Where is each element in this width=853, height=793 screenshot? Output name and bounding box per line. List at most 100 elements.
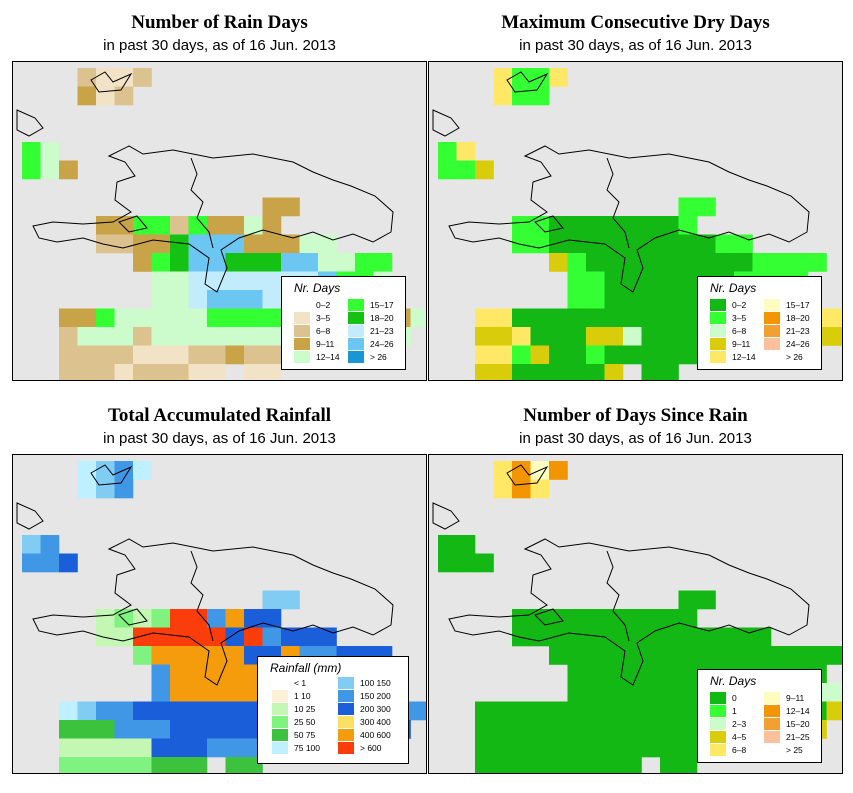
map-cell — [826, 701, 842, 721]
map-cell — [586, 271, 605, 291]
legend-label: < 1 — [294, 678, 307, 688]
map-cell — [77, 68, 97, 87]
legend-swatch — [710, 692, 726, 704]
map-cell — [151, 683, 171, 702]
map-cell — [715, 646, 735, 665]
panel-subtitle: in past 30 days, as of 16 Jun. 2013 — [103, 430, 336, 447]
legend-label: > 25 — [786, 745, 803, 755]
map-cell — [604, 364, 624, 380]
legend-label: 21–23 — [786, 326, 810, 336]
map-cell — [512, 479, 531, 499]
map-cell — [604, 234, 624, 254]
map-cell — [586, 683, 605, 702]
map-cell — [512, 461, 531, 480]
panel-subtitle: in past 30 days, as of 16 Jun. 2013 — [103, 37, 336, 54]
map-cell — [96, 738, 115, 758]
map-cell — [114, 701, 134, 721]
map-cell — [40, 142, 60, 161]
legend-label: 150 200 — [360, 691, 391, 701]
map-cell — [623, 253, 642, 272]
map-cell — [586, 646, 605, 665]
panel-title: Maximum Consecutive Dry Days — [501, 12, 770, 33]
map-cell — [549, 757, 568, 773]
map-cell — [530, 479, 550, 499]
map-cell — [549, 68, 568, 87]
map-cell — [604, 646, 624, 665]
coastline — [16, 109, 44, 137]
map-cell — [660, 609, 679, 628]
map-cell — [170, 683, 189, 702]
map-cell — [678, 308, 698, 328]
map-cell — [789, 646, 809, 665]
map-cell — [660, 253, 679, 272]
map-cell — [207, 738, 226, 758]
coastline — [32, 538, 394, 686]
map-cell — [188, 345, 208, 365]
map-cell — [281, 590, 300, 610]
map-cell — [586, 627, 605, 647]
legend-swatch — [338, 690, 354, 702]
map-cell — [475, 160, 494, 180]
map-cell — [734, 253, 753, 272]
map-cell — [59, 553, 78, 573]
legend-swatch — [348, 351, 364, 363]
coastline — [90, 464, 133, 486]
map-cell — [244, 308, 263, 328]
map-cell — [623, 290, 642, 309]
map-cell — [207, 327, 226, 346]
map-cell — [808, 253, 827, 272]
map-cell — [170, 234, 189, 254]
map-cell — [188, 701, 208, 721]
map-cell — [549, 461, 568, 480]
map-cell — [225, 345, 245, 365]
legend-label: 24–26 — [786, 339, 810, 349]
map-cell — [604, 701, 624, 721]
map-cell — [40, 535, 60, 554]
map-cell — [623, 609, 642, 628]
map-cell — [530, 738, 550, 758]
map-cell — [586, 327, 605, 346]
map-cell — [660, 683, 679, 702]
map-cell — [660, 646, 679, 665]
map-cell — [262, 627, 282, 647]
map-cell — [188, 683, 208, 702]
map-cell — [660, 664, 679, 684]
map-cell — [623, 234, 642, 254]
map-cell — [133, 68, 152, 87]
map-cell — [225, 327, 245, 346]
map-cell — [318, 253, 337, 272]
map-frame: Nr. Days 0–2 3–5 6–8 9–11 12–14 15–17 18–20 21–… — [12, 61, 427, 381]
map-cell — [22, 535, 41, 554]
map-cell — [188, 216, 208, 235]
map-cell — [549, 253, 568, 272]
map-cell — [660, 720, 679, 739]
map-cell — [244, 609, 263, 628]
map-cell — [225, 253, 245, 272]
border-line — [190, 550, 214, 642]
map-cell — [641, 290, 661, 309]
map-cell — [586, 757, 605, 773]
map-cell — [244, 290, 263, 309]
map-cell — [133, 609, 152, 628]
map-cell — [225, 646, 245, 665]
coastline — [118, 608, 148, 626]
map-cell — [678, 757, 698, 773]
map-cell — [512, 720, 531, 739]
map-cell — [114, 627, 134, 647]
map-cell — [567, 609, 587, 628]
legend-swatch — [294, 351, 310, 363]
map-cell — [225, 271, 245, 291]
legend-label: 4–5 — [732, 732, 747, 742]
map-cell — [512, 701, 531, 721]
legend-swatch — [272, 703, 288, 715]
map-cell — [623, 627, 642, 647]
map-cell — [493, 701, 513, 721]
map-cell — [188, 234, 208, 254]
map-cell — [114, 345, 134, 365]
coastline — [118, 215, 148, 233]
legend-label: 21–23 — [370, 326, 394, 336]
map-cell — [262, 234, 282, 254]
map-cell — [493, 308, 513, 328]
map-cell — [225, 308, 245, 328]
map-cell — [678, 590, 698, 610]
